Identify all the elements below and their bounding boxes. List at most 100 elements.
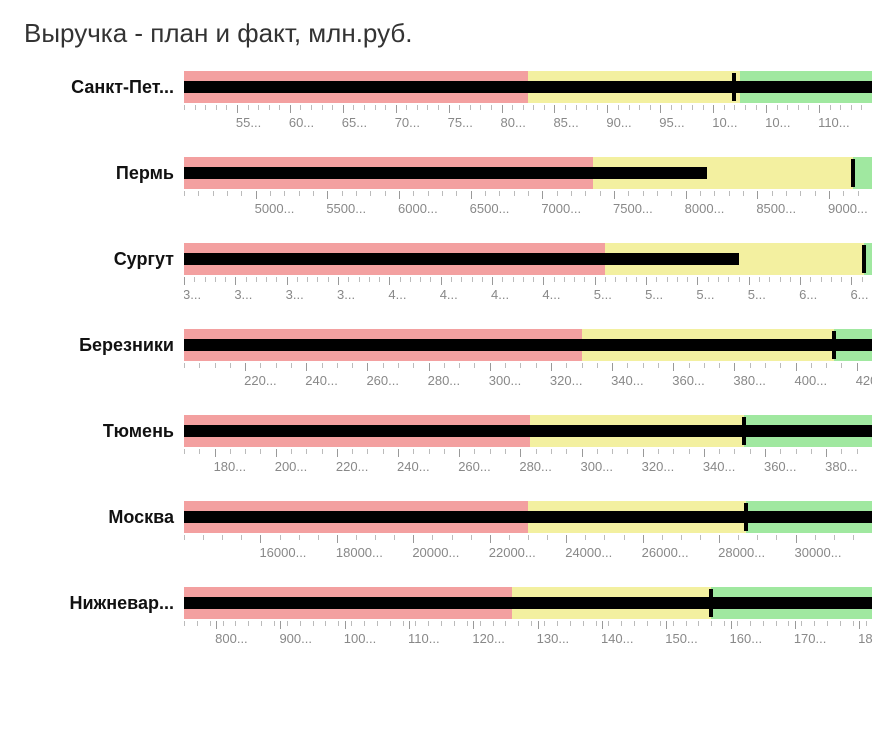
axis-minor-tick	[454, 621, 455, 626]
axis-minor-tick	[203, 535, 204, 540]
axis-minor-tick	[332, 105, 333, 110]
axis-minor-tick	[215, 277, 216, 282]
axis-tick	[306, 363, 307, 371]
axis-minor-tick	[660, 621, 661, 626]
axis-tick-label: 280...	[428, 373, 461, 388]
axis-minor-tick	[352, 449, 353, 454]
axis-tick	[276, 449, 277, 457]
category-label: Пермь	[24, 157, 184, 184]
axis-tick-label: 340...	[703, 459, 736, 474]
axis-tick	[595, 277, 596, 285]
axis-minor-tick	[801, 621, 802, 626]
axis-minor-tick	[325, 621, 326, 626]
axis-minor-tick	[241, 191, 242, 196]
axis-minor-tick	[557, 191, 558, 196]
axis-tick	[851, 277, 852, 285]
axis-tick	[554, 105, 555, 113]
axis-tick-label: 900...	[279, 631, 312, 646]
bullet-chart: 3...3...3...3...4...4...4...4...5...5...…	[184, 243, 872, 311]
axis-minor-tick	[482, 277, 483, 282]
axis-minor-tick	[851, 105, 852, 110]
axis-tick-label: 60...	[289, 115, 314, 130]
axis-minor-tick	[459, 363, 460, 368]
axis-tick	[520, 449, 521, 457]
axis-tick	[343, 105, 344, 113]
bullet-row: Москва16000...18000...20000...22000...24…	[24, 501, 872, 569]
axis-tick-label: 130...	[537, 631, 570, 646]
axis-tick-label: 7000...	[541, 201, 581, 216]
axis-minor-tick	[313, 621, 314, 626]
axis-minor-tick	[810, 277, 811, 282]
axis-tick	[607, 105, 608, 113]
axis-tick	[660, 105, 661, 113]
axis-tick-label: 120...	[472, 631, 505, 646]
axis-minor-tick	[536, 449, 537, 454]
axis-tick	[399, 191, 400, 199]
bullet-chart: 220...240...260...280...300...320...340.…	[184, 329, 872, 397]
axis-minor-tick	[226, 105, 227, 110]
axis-minor-tick	[415, 621, 416, 626]
axis-minor-tick	[356, 191, 357, 196]
axis-minor-tick	[322, 449, 323, 454]
axis-tick	[215, 449, 216, 457]
axis-minor-tick	[432, 535, 433, 540]
axis-minor-tick	[245, 449, 246, 454]
axis-minor-tick	[786, 191, 787, 196]
category-label: Березники	[24, 329, 184, 356]
bullet-row: Пермь5000...5500...6000...6500...7000...…	[24, 157, 872, 225]
axis-minor-tick	[499, 191, 500, 196]
axis-minor-tick	[359, 277, 360, 282]
category-label: Москва	[24, 501, 184, 528]
axis-minor-tick	[780, 277, 781, 282]
bullet-bar-area	[184, 415, 872, 447]
axis-minor-tick	[322, 363, 323, 368]
axis-minor-tick	[719, 363, 720, 368]
axis-minor-tick	[410, 277, 411, 282]
category-label: Нижневар...	[24, 587, 184, 614]
axis-minor-tick	[394, 535, 395, 540]
axis-tick	[398, 449, 399, 457]
axis-tick-label: 320...	[642, 459, 675, 474]
axis-minor-tick	[627, 449, 628, 454]
axis-minor-tick	[704, 363, 705, 368]
axis-minor-tick	[583, 621, 584, 626]
axis-minor-tick	[377, 621, 378, 626]
axis-minor-tick	[213, 191, 214, 196]
axis-minor-tick	[480, 621, 481, 626]
target-marker	[732, 73, 736, 101]
axis-minor-tick	[585, 535, 586, 540]
axis-minor-tick	[576, 105, 577, 110]
axis-minor-tick	[862, 277, 863, 282]
axis-minor-tick	[480, 105, 481, 110]
axis-minor-tick	[472, 277, 473, 282]
target-marker	[851, 159, 855, 187]
axis-tick-label: 300...	[489, 373, 522, 388]
axis-tick	[796, 363, 797, 371]
axis-tick-label: 26000...	[642, 545, 689, 560]
axis: 220...240...260...280...300...320...340.…	[184, 363, 872, 397]
axis-minor-tick	[311, 105, 312, 110]
target-marker	[709, 589, 713, 617]
axis-minor-tick	[199, 363, 200, 368]
axis-minor-tick	[470, 105, 471, 110]
axis-minor-tick	[827, 621, 828, 626]
axis-minor-tick	[459, 105, 460, 110]
axis-minor-tick	[689, 363, 690, 368]
axis-tick-label: 220...	[336, 459, 369, 474]
target-marker	[832, 331, 836, 359]
actual-bar	[184, 167, 707, 179]
axis-minor-tick	[300, 621, 301, 626]
actual-bar	[184, 425, 872, 437]
axis-minor-tick	[554, 277, 555, 282]
axis-minor-tick	[798, 105, 799, 110]
axis-minor-tick	[194, 277, 195, 282]
axis-minor-tick	[260, 449, 261, 454]
axis-tick-label: 340...	[611, 373, 644, 388]
axis-minor-tick	[830, 105, 831, 110]
axis-minor-tick	[205, 277, 206, 282]
axis-minor-tick	[474, 449, 475, 454]
axis-tick	[757, 191, 758, 199]
axis-tick	[673, 363, 674, 371]
axis-tick-label: 3...	[337, 287, 355, 302]
axis-tick	[697, 277, 698, 285]
